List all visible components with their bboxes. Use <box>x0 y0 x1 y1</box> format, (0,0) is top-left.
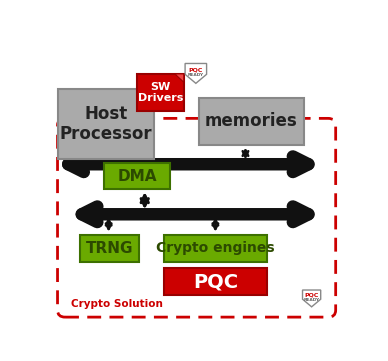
Text: READY: READY <box>303 298 320 302</box>
Text: READY: READY <box>188 73 204 77</box>
Polygon shape <box>175 74 184 82</box>
Text: DMA: DMA <box>118 169 157 183</box>
Text: SW
Drivers: SW Drivers <box>138 82 183 104</box>
Text: Host
Processor: Host Processor <box>59 105 152 143</box>
Text: PQC: PQC <box>189 67 203 72</box>
FancyBboxPatch shape <box>137 74 184 112</box>
FancyBboxPatch shape <box>104 163 170 189</box>
Text: Crypto engines: Crypto engines <box>156 241 275 255</box>
Text: PQC: PQC <box>305 293 319 298</box>
FancyBboxPatch shape <box>57 89 154 159</box>
Text: memories: memories <box>205 112 298 130</box>
Text: PQC: PQC <box>193 272 238 291</box>
FancyBboxPatch shape <box>80 235 139 261</box>
FancyBboxPatch shape <box>164 235 267 261</box>
Text: TRNG: TRNG <box>86 241 133 256</box>
FancyBboxPatch shape <box>199 97 304 145</box>
FancyBboxPatch shape <box>164 269 267 295</box>
Text: Crypto Solution: Crypto Solution <box>71 299 163 309</box>
